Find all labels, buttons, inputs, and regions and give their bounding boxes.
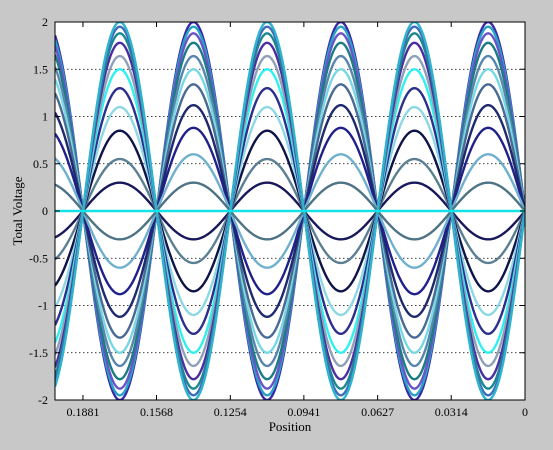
x-tick-label: 0.0627: [361, 405, 394, 419]
y-tick-labels: 2 1.5 1 0.5 0 -0.5 -1 -1.5 -2: [29, 15, 48, 407]
series-line-10: [55, 153, 525, 269]
y-tick-label: -0.5: [29, 251, 48, 265]
series-line-22: [55, 22, 525, 400]
series-group: [55, 22, 525, 400]
tick-marks: [55, 21, 526, 401]
y-tick-label: 1.5: [33, 62, 48, 76]
x-axis-label: Position: [269, 419, 312, 434]
y-tick-label: -1: [38, 299, 48, 313]
y-tick-label: -2: [38, 393, 48, 407]
x-tick-label: 0.1568: [140, 405, 173, 419]
y-tick-label: 0.5: [33, 157, 48, 171]
series-line-12: [55, 181, 525, 241]
x-tick-label: 0: [522, 405, 528, 419]
series-line-9: [55, 126, 525, 296]
y-tick-label: 1: [42, 110, 48, 124]
x-tick-label: 0.1254: [214, 405, 247, 419]
series-line-8: [55, 103, 525, 319]
series-line-11: [55, 181, 525, 241]
y-tick-label: 0: [42, 204, 48, 218]
x-tick-label: 0.1881: [66, 405, 99, 419]
x-tick-label: 0.0314: [435, 405, 468, 419]
y-axis-label: Total Voltage: [10, 176, 25, 245]
y-tick-label: 2: [42, 15, 48, 29]
y-tick-label: -1.5: [29, 346, 48, 360]
x-tick-labels: 0.1881 0.1568 0.1254 0.0941 0.0627 0.0314 0: [66, 405, 528, 419]
x-tick-label: 0.0941: [287, 405, 320, 419]
series-line-13: [55, 157, 525, 265]
